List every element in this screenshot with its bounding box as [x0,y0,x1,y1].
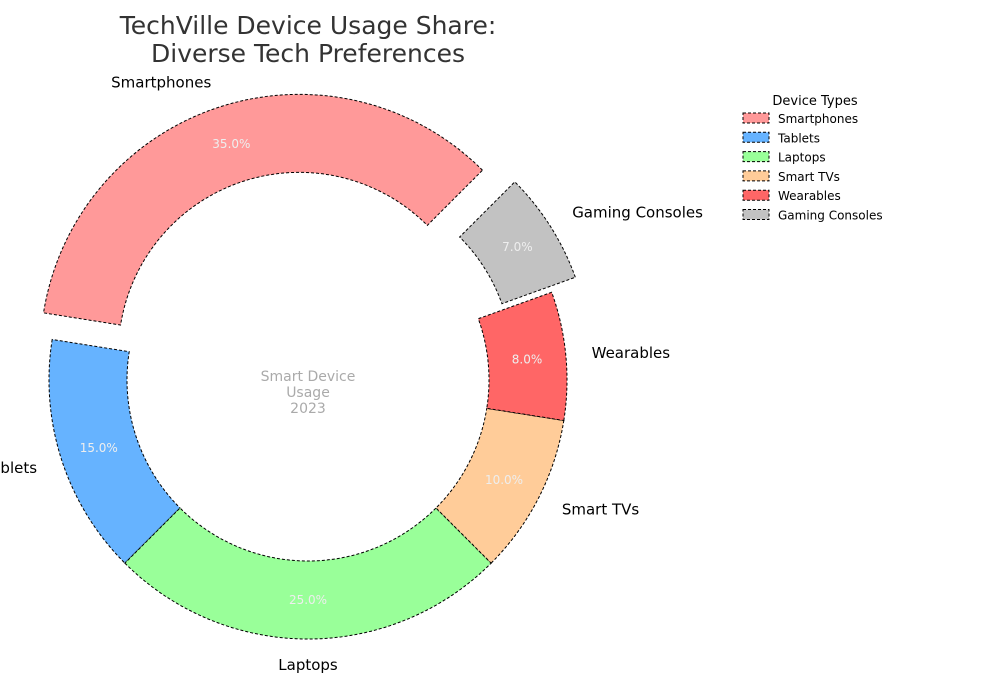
legend-title: Device Types [772,94,857,109]
legend-swatch-smart-tvs [742,170,770,182]
slice-tablets [48,338,181,564]
legend-label-laptops: Laptops [778,151,826,165]
legend-label-gaming-consoles: Gaming Consoles [778,209,883,223]
slice-label-laptops: Laptops [278,656,338,674]
percent-labels: 35.0% 15.0% 25.0% 10.0% 8.0% 7.0% [80,137,543,607]
center-caption-line-2: Usage [286,385,330,401]
slice-label-smartphones: Smartphones [111,73,211,91]
slice-smartphones [42,93,484,326]
legend-swatch-smartphones [742,112,770,124]
center-caption: Smart Device Usage 2023 [261,369,356,417]
legend-label-wearables: Wearables [778,189,841,203]
slice-laptops [124,507,492,640]
percent-label-gaming-consoles: 7.0% [502,240,533,254]
slice-label-gaming-consoles: Gaming Consoles [572,203,703,221]
chart-title-line-1: TechVille Device Usage Share: [119,11,497,40]
percent-label-laptops: 25.0% [289,593,327,607]
center-caption-line-1: Smart Device [261,369,356,385]
percent-label-tablets: 15.0% [80,441,118,455]
legend-label-smart-tvs: Smart TVs [778,170,840,184]
slice-label-wearables: Wearables [592,344,671,362]
slice-labels: Smartphones Tablets Laptops Smart TVs Wearab… [0,73,703,673]
legend: Device Types Smartphones Tablets Laptops Sm… [742,94,883,223]
percent-label-smartphones: 35.0% [212,137,250,151]
legend-swatch-gaming-consoles [742,209,770,220]
percent-label-wearables: 8.0% [512,352,543,366]
legend-swatch-wearables [742,189,770,201]
legend-label-smartphones: Smartphones [778,112,858,126]
slice-wearables [477,291,568,422]
slice-gaming-consoles [458,181,576,305]
slice-label-smart-tvs: Smart TVs [562,500,640,518]
legend-swatch-laptops [742,151,770,163]
slice-label-tablets: Tablets [0,459,37,477]
center-caption-line-3: 2023 [290,401,326,417]
chart-title: TechVille Device Usage Share: Diverse Te… [119,11,497,68]
legend-label-tablets: Tablets [777,131,820,145]
legend-swatch-tablets [742,131,770,143]
donut-slices [42,93,576,640]
percent-label-smart-tvs: 10.0% [485,473,523,487]
chart-title-line-2: Diverse Tech Preferences [151,39,465,68]
